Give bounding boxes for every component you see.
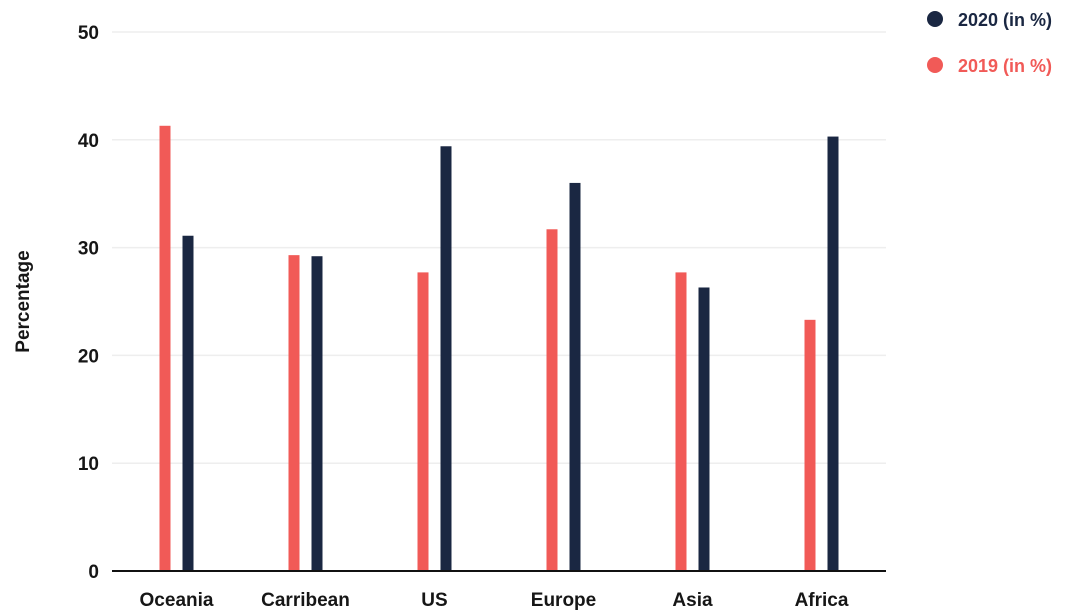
x-tick-label: Europe: [531, 590, 596, 611]
x-tick-label: Carribean: [261, 590, 350, 611]
y-tick-label: 50: [78, 23, 99, 44]
x-tick-label: Africa: [795, 590, 849, 611]
legend: 2020 (in %) 2019 (in %): [927, 10, 1052, 76]
bar-africa-2019: [804, 319, 816, 571]
bar-oceania-2019: [159, 125, 171, 571]
legend-label: 2019 (in %): [958, 56, 1052, 76]
legend-marker: [927, 11, 943, 27]
x-axis-ticks: Oceania Carribean US Europe Asia Africa: [140, 590, 849, 611]
bar-carribean-2019: [288, 255, 300, 571]
y-tick-label: 40: [78, 131, 99, 152]
bar-oceania-2020: [182, 235, 194, 571]
x-tick-label: Oceania: [140, 590, 214, 611]
gridlines: [112, 31, 886, 464]
legend-marker: [927, 57, 943, 73]
bar-africa-2020: [827, 136, 839, 572]
y-axis-ticks: 0 10 20 30 40 50: [78, 23, 99, 583]
y-tick-label: 30: [78, 239, 99, 260]
legend-label: 2020 (in %): [958, 10, 1052, 30]
bar-asia-2020: [698, 287, 710, 571]
bar-europe-2020: [569, 182, 581, 572]
x-tick-label: US: [421, 590, 447, 611]
bar-asia-2019: [675, 272, 687, 571]
y-axis-title: Percentage: [13, 250, 34, 352]
y-tick-label: 0: [88, 562, 99, 583]
y-tick-label: 10: [78, 454, 99, 475]
bar-europe-2019: [546, 229, 558, 572]
x-tick-label: Asia: [672, 590, 713, 611]
bars: [159, 125, 839, 572]
y-tick-label: 20: [78, 346, 99, 367]
bar-us-2020: [440, 146, 452, 571]
bar-us-2019: [417, 272, 429, 571]
bar-carribean-2020: [311, 256, 323, 571]
